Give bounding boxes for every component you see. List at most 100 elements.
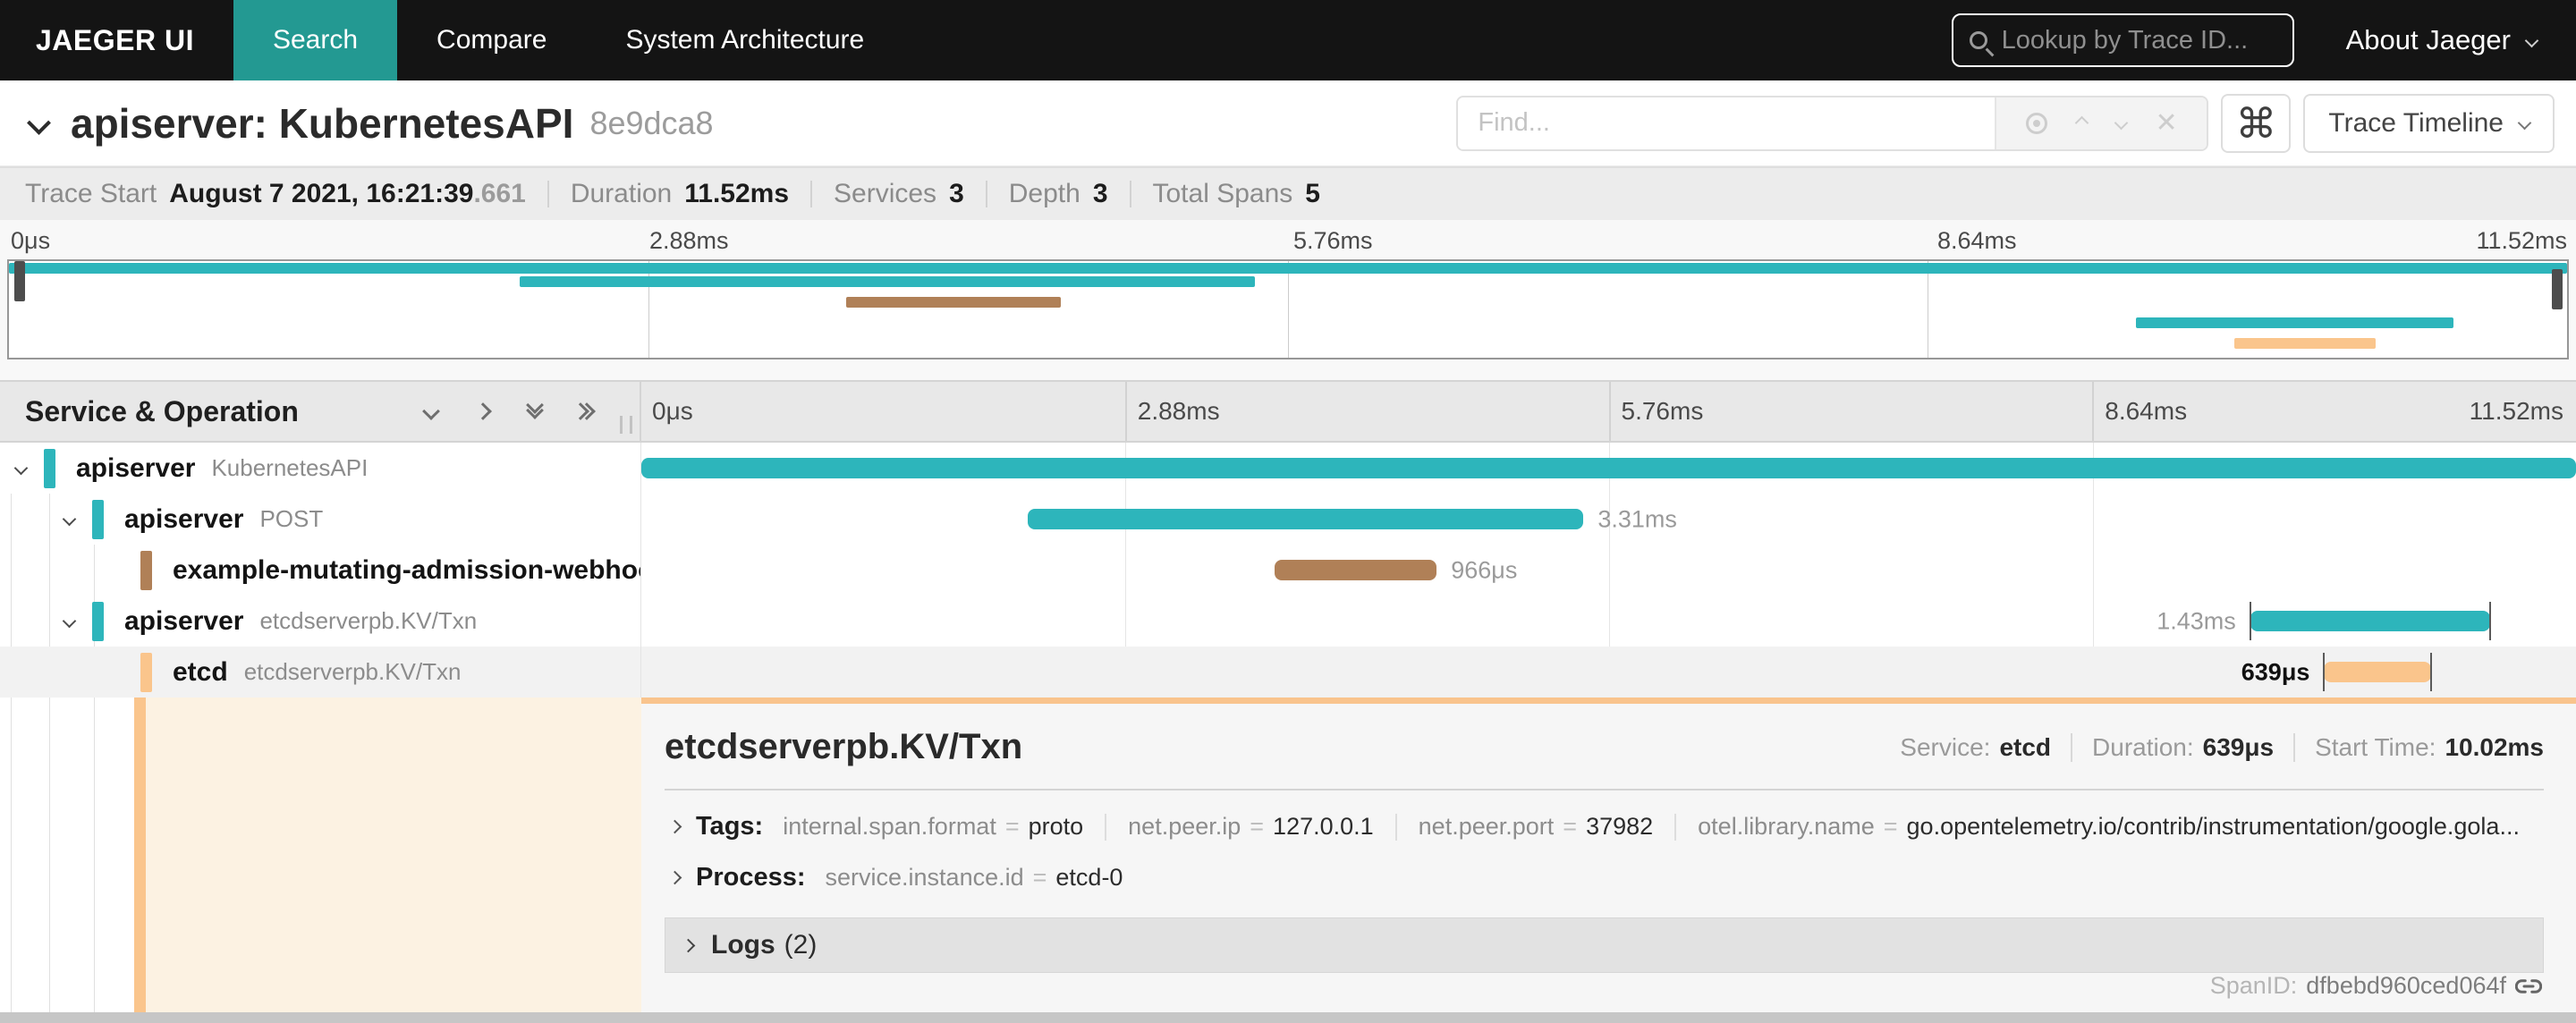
start-time-value: 10.02ms: [2445, 732, 2544, 761]
tag-equals: =: [1563, 813, 1578, 840]
summary-value: 11.52ms: [684, 179, 790, 208]
timeline-gridline: [2093, 443, 2094, 698]
find-controls: ✕: [1995, 97, 2207, 149]
span-name-cell[interactable]: apiserver POST: [0, 494, 641, 545]
span-color-block: [92, 602, 104, 641]
collapse-all-icon[interactable]: [422, 402, 440, 420]
column-resize-handle[interactable]: [620, 416, 632, 434]
summary-label: Services: [834, 179, 937, 208]
expand-deep-icon[interactable]: [572, 402, 596, 420]
find-group: ✕: [1456, 95, 2209, 151]
collapse-deep-icon[interactable]: [526, 396, 544, 419]
trace-view-label: Trace Timeline: [2328, 107, 2504, 138]
minimap-tick-label: 2.88ms: [649, 227, 729, 254]
process-label: Process:: [696, 863, 806, 892]
span-name-cell[interactable]: etcd etcdserverpb.KV/Txn: [0, 647, 641, 698]
span-id-row: SpanID: dfbebd960ced064f: [2210, 972, 2542, 1000]
span-operation-name: etcdserverpb.KV/Txn: [259, 607, 478, 634]
bottom-scrollbar[interactable]: [0, 1012, 2576, 1023]
summary-services: Services 3: [834, 179, 964, 209]
span-timeline-cell[interactable]: 639μs: [641, 647, 2576, 698]
tags-label: Tags:: [696, 812, 764, 841]
timeline-gridline: [1125, 443, 1126, 698]
tag-value: 37982: [1586, 813, 1654, 840]
summary-trace-start: Trace Start August 7 2021, 16:21:39.661: [25, 179, 526, 209]
logs-count: (2): [784, 930, 818, 960]
detail-span-title: etcdserverpb.KV/Txn: [665, 727, 1023, 766]
expand-one-icon[interactable]: [474, 402, 492, 420]
keyboard-shortcuts-button[interactable]: ⌘: [2221, 93, 2292, 153]
span-name-cell[interactable]: apiserver etcdserverpb.KV/Txn: [0, 596, 641, 647]
tag-equals: =: [1004, 813, 1020, 840]
timeline-gridline: [1609, 443, 1610, 698]
link-icon[interactable]: [2515, 973, 2542, 1000]
span-timeline-cell[interactable]: 1.43ms: [641, 596, 2576, 647]
top-nav: JAEGER UI Search Compare System Architectu…: [0, 0, 2576, 80]
collapse-trace-icon[interactable]: [27, 111, 51, 135]
trace-id-short: 8e9dca8: [589, 104, 714, 141]
minimap-tick-label: 0μs: [11, 227, 51, 254]
next-match-icon[interactable]: [2114, 115, 2128, 131]
span-bar[interactable]: [2324, 662, 2432, 682]
tags-row[interactable]: Tags: internal.span.format = proto net.peer…: [665, 812, 2544, 841]
trace-lookup-input[interactable]: [2001, 25, 2276, 55]
collapse-children-icon[interactable]: [62, 512, 77, 528]
span-row-etcd-etcdserverpb-kv-txn[interactable]: etcd etcdserverpb.KV/Txn 639μs: [0, 647, 2576, 698]
clear-search-icon[interactable]: ✕: [2155, 107, 2178, 138]
span-row-apiserver-etcdserverpb-kv-txn[interactable]: apiserver etcdserverpb.KV/Txn 1.43ms: [0, 596, 2576, 647]
span-timeline-cell[interactable]: 3.31ms: [641, 494, 2576, 545]
span-id-label: SpanID:: [2209, 972, 2298, 999]
span-bar[interactable]: [2250, 611, 2491, 631]
nav-tab-system-architecture[interactable]: System Architecture: [625, 25, 865, 55]
trace-view-selector[interactable]: Trace Timeline: [2303, 93, 2555, 153]
span-timeline-cell[interactable]: [641, 443, 2576, 494]
nav-tab-search[interactable]: Search: [233, 0, 398, 80]
detail-left-gutter: [0, 698, 641, 1012]
tag-equals: =: [1883, 813, 1898, 840]
trace-header-controls: ✕ ⌘ Trace Timeline: [1456, 80, 2555, 165]
logs-label: Logs: [711, 930, 775, 960]
duration-label: Duration:: [2092, 732, 2194, 761]
process-row[interactable]: Process: service.instance.id = etcd-0: [665, 863, 2544, 892]
timeline-tick-label: 8.64ms: [2092, 382, 2187, 441]
divider: [2071, 732, 2073, 762]
nav-tab-compare[interactable]: Compare: [436, 25, 547, 55]
span-name-cell[interactable]: apiserver KubernetesAPI: [0, 443, 641, 494]
span-color-block: [92, 500, 104, 539]
minimap-right-handle[interactable]: [2552, 269, 2563, 309]
timeline-header: Service & Operation 0μs 2.88ms 5.76ms 8.64m…: [0, 380, 2576, 443]
span-duration-label: 1.43ms: [2157, 607, 2236, 634]
logs-accordion[interactable]: Logs (2): [665, 917, 2544, 973]
focus-match-icon[interactable]: [2026, 112, 2048, 134]
span-color-block: [140, 551, 152, 590]
about-jaeger-menu[interactable]: About Jaeger: [2346, 24, 2539, 56]
trace-title: apiserver: KubernetesAPI: [71, 99, 574, 147]
span-name-cell[interactable]: example-mutating-admission-webhook...: [0, 545, 641, 596]
span-bar[interactable]: [1274, 560, 1437, 580]
summary-label: Depth: [1008, 179, 1080, 208]
minimap-gridline: [1288, 261, 1289, 358]
span-row-example-mutating-admission-webhook-span[interactable]: example-mutating-admission-webhook... 966…: [0, 545, 2576, 596]
divider: [1129, 181, 1131, 207]
trace-lookup-box[interactable]: [1951, 13, 2294, 67]
tag-key: internal.span.format: [783, 813, 996, 840]
nav-tabs: Search Compare System Architecture: [233, 0, 903, 80]
minimap-canvas[interactable]: [7, 259, 2569, 359]
prev-match-icon[interactable]: [2074, 115, 2089, 131]
span-row-apiserver-kubernetesapi[interactable]: apiserver KubernetesAPI: [0, 443, 2576, 494]
service-label: Service:: [1900, 732, 1991, 761]
collapse-children-icon[interactable]: [13, 461, 29, 478]
span-bar[interactable]: [1027, 509, 1584, 529]
span-rows: apiserver KubernetesAPI apiserver POST 3.31m…: [0, 443, 2576, 698]
bar-end-tick: [2489, 602, 2492, 640]
collapse-children-icon[interactable]: [62, 613, 77, 630]
detail-divider: [665, 789, 2544, 790]
span-row-apiserver-post[interactable]: apiserver POST 3.31ms: [0, 494, 2576, 545]
span-bar[interactable]: [641, 458, 2576, 478]
minimap-axis: 0μs 2.88ms 5.76ms 8.64ms 11.52ms: [0, 227, 2576, 256]
minimap-left-handle[interactable]: [14, 261, 25, 301]
divider: [547, 181, 549, 207]
span-timeline-cell[interactable]: 966μs: [641, 545, 2576, 596]
find-input[interactable]: [1458, 97, 1996, 149]
